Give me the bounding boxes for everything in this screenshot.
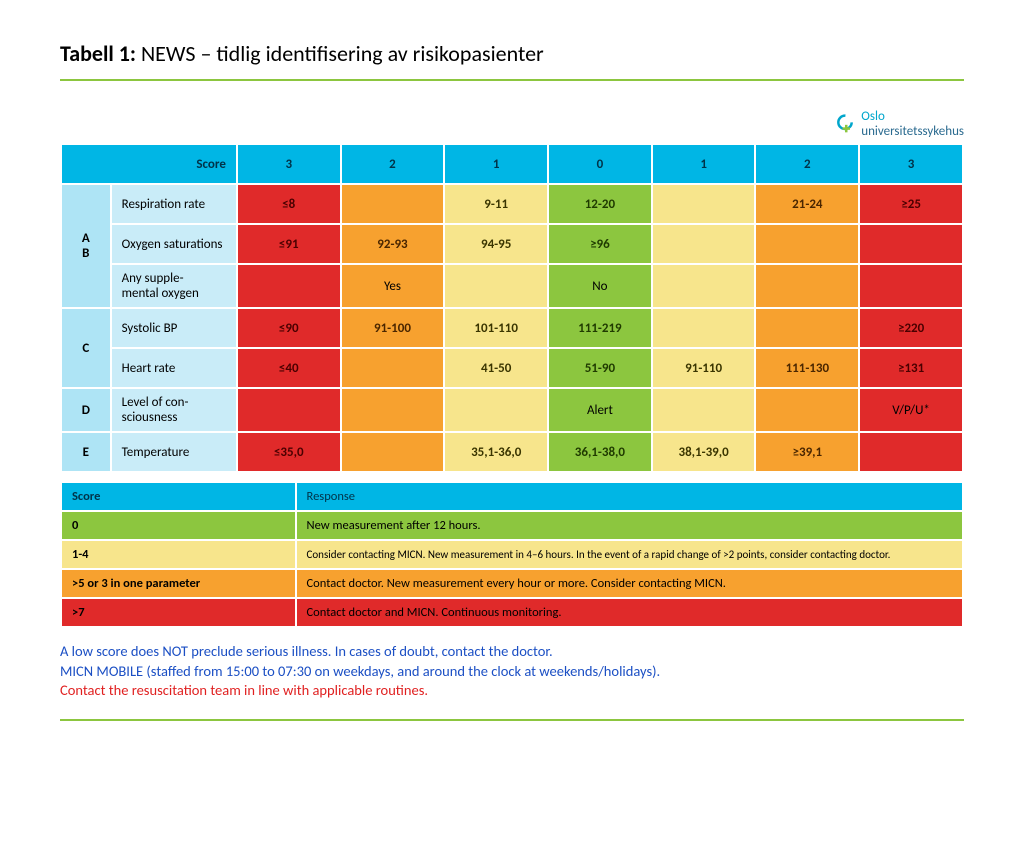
response-row-5: >5 or 3 in one parameter Contact doctor.… [61, 569, 963, 598]
param-oxygen-sat: Oxygen saturations [111, 224, 237, 264]
row-supplemental-oxygen: Any supple- mental oxygen Yes No [61, 264, 963, 308]
param-respiration: Respiration rate [111, 184, 237, 224]
row-temperature: E Temperature ≤35,0 35,1-36,0 36,1-38,0 … [61, 432, 963, 472]
col-0: 0 [548, 144, 652, 184]
response-score-header: Score [61, 482, 296, 511]
group-c: C [61, 308, 111, 388]
page-title: Tabell 1: NEWS – tidlig identifisering a… [60, 40, 964, 67]
col-1r: 1 [652, 144, 756, 184]
col-2l: 2 [341, 144, 445, 184]
row-systolic-bp: C Systolic BP ≤90 91-100 101-110 111-219… [61, 308, 963, 348]
param-temperature: Temperature [111, 432, 237, 472]
news-score-table: Score 3 2 1 0 1 2 3 A B Respiration rate… [60, 143, 964, 473]
col-1l: 1 [444, 144, 548, 184]
group-e: E [61, 432, 111, 472]
footer-notes: A low score does NOT preclude serious il… [60, 642, 964, 701]
response-table: Score Response 0 New measurement after 1… [60, 481, 964, 628]
param-consciousness: Level of con- sciousness [111, 388, 237, 432]
top-rule [60, 79, 964, 81]
row-oxygen-sat: Oxygen saturations ≤91 92-93 94-95 ≥96 [61, 224, 963, 264]
col-2r: 2 [755, 144, 859, 184]
row-consciousness: D Level of con- sciousness Alert V/P/U* [61, 388, 963, 432]
group-d: D [61, 388, 111, 432]
table-header-row: Score 3 2 1 0 1 2 3 [61, 144, 963, 184]
col-3r: 3 [859, 144, 963, 184]
response-row-1-4: 1-4 Consider contacting MICN. New measur… [61, 540, 963, 569]
response-row-0: 0 New measurement after 12 hours. [61, 511, 963, 540]
logo: Oslo universitetssykehus [60, 109, 964, 139]
bottom-rule [60, 719, 964, 721]
group-ab: A B [61, 184, 111, 308]
logo-text: Oslo universitetssykehus [861, 109, 964, 139]
param-systolic: Systolic BP [111, 308, 237, 348]
row-heart-rate: Heart rate ≤40 41-50 51-90 91-110 111-13… [61, 348, 963, 388]
note-line-2: MICN MOBILE (staffed from 15:00 to 07:30… [60, 662, 964, 682]
title-label: Tabell 1: [60, 40, 136, 67]
response-row-7: >7 Contact doctor and MICN. Continuous m… [61, 598, 963, 627]
col-3l: 3 [237, 144, 341, 184]
param-heart-rate: Heart rate [111, 348, 237, 388]
note-line-3: Contact the resuscitation team in line w… [60, 681, 964, 701]
response-text-header: Response [296, 482, 963, 511]
title-text: NEWS – tidlig identifisering av risikopa… [141, 40, 544, 67]
param-supp-oxygen: Any supple- mental oxygen [111, 264, 237, 308]
response-header-row: Score Response [61, 482, 963, 511]
hospital-logo-icon [835, 114, 855, 134]
note-line-1: A low score does NOT preclude serious il… [60, 642, 964, 662]
score-header: Score [61, 144, 237, 184]
row-respiration: A B Respiration rate ≤8 9-11 12-20 21-24… [61, 184, 963, 224]
